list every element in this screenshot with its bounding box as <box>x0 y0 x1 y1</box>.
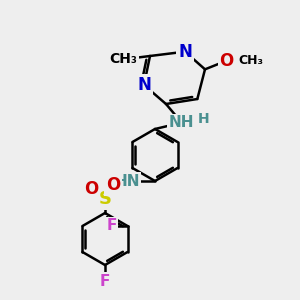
Text: H: H <box>198 112 209 126</box>
Text: O: O <box>106 176 120 194</box>
Text: HN: HN <box>114 173 140 188</box>
Text: NH: NH <box>169 115 194 130</box>
Text: N: N <box>137 76 151 94</box>
Text: CH₃: CH₃ <box>110 52 137 66</box>
Text: CH₃: CH₃ <box>239 54 264 67</box>
Text: O: O <box>84 180 98 198</box>
Text: F: F <box>106 218 117 233</box>
Text: O: O <box>220 52 234 70</box>
Text: N: N <box>178 43 192 61</box>
Text: F: F <box>100 274 110 289</box>
Text: S: S <box>98 190 112 208</box>
